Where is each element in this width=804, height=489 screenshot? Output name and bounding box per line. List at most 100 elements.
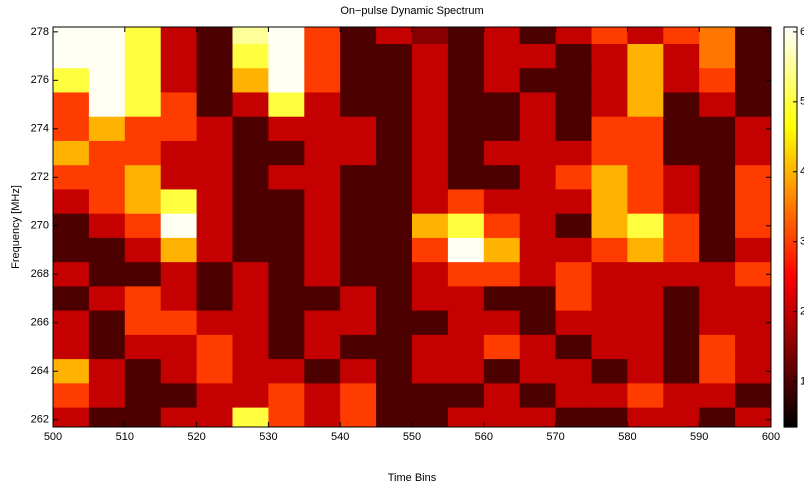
colorbar-swatch (784, 359, 797, 364)
heatmap-cell (268, 310, 305, 336)
heatmap-cell (160, 334, 198, 360)
heatmap-cell (340, 334, 377, 360)
heatmap-cell (555, 116, 592, 142)
heatmap-cell (53, 310, 90, 336)
x-tick-label: 590 (690, 431, 708, 443)
heatmap-cell (340, 116, 377, 142)
heatmap-cell (627, 43, 664, 69)
heatmap-cell (735, 334, 771, 360)
heatmap-cell (124, 27, 162, 45)
heatmap-cell (483, 286, 521, 312)
heatmap-cell (53, 213, 90, 239)
heatmap-cell (340, 213, 377, 239)
heatmap-cell (663, 140, 700, 166)
colorbar-swatch (784, 295, 797, 300)
heatmap-cell (196, 237, 233, 263)
heatmap-cell (53, 43, 90, 69)
heatmap-cell (304, 140, 341, 166)
heatmap-cell (53, 189, 90, 215)
heatmap-cell (124, 310, 162, 336)
heatmap-cell (304, 165, 341, 190)
heatmap-cell (555, 334, 592, 360)
heatmap-cell (196, 359, 233, 384)
colorbar-swatch (784, 279, 797, 284)
heatmap-cell (735, 237, 771, 263)
heatmap-cell (447, 92, 485, 118)
heatmap-cell (232, 140, 269, 166)
heatmap-cell (699, 68, 736, 93)
heatmap-cell (555, 262, 592, 287)
heatmap-cell (483, 27, 521, 45)
heatmap-cell (232, 262, 269, 287)
colorbar-swatch (784, 35, 797, 40)
heatmap-cell (376, 140, 413, 166)
colorbar-swatch (784, 199, 797, 204)
heatmap-cell (304, 334, 341, 360)
colorbar-swatch (784, 311, 797, 316)
y-axis-label: Frequency [MHz] (10, 185, 22, 269)
colorbar-swatch (784, 179, 797, 184)
heatmap-cell (340, 92, 377, 118)
heatmap-cell (483, 407, 521, 427)
heatmap-cell (196, 116, 233, 142)
heatmap-cell (376, 407, 413, 427)
heatmap-cell (663, 383, 700, 409)
heatmap-cell (627, 213, 664, 239)
colorbar-swatch (784, 151, 797, 156)
heatmap-cell (160, 27, 198, 45)
heatmap-cell (376, 189, 413, 215)
heatmap-cell (591, 68, 628, 93)
heatmap-cell (53, 237, 90, 263)
x-axis-label: Time Bins (388, 472, 437, 484)
heatmap-cell (268, 140, 305, 166)
heatmap-cell (663, 68, 700, 93)
heatmap-cell (735, 262, 771, 287)
heatmap-cell (627, 92, 664, 118)
heatmap-cell (376, 262, 413, 287)
heatmap-cell (699, 407, 736, 427)
heatmap-cell (519, 213, 557, 239)
colorbar-swatch (784, 59, 797, 64)
heatmap-cell (124, 165, 162, 190)
heatmap-cell (268, 334, 305, 360)
heatmap-cell (160, 140, 198, 166)
heatmap-cell (376, 68, 413, 93)
heatmap-cell (591, 359, 628, 384)
x-tick-label: 600 (762, 431, 780, 443)
heatmap-cell (340, 140, 377, 166)
heatmap-cell (160, 286, 198, 312)
colorbar-swatch (784, 255, 797, 260)
heatmap-cell (232, 116, 269, 142)
heatmap-cell (376, 27, 413, 45)
heatmap-cell (268, 383, 305, 409)
heatmap-cell (591, 286, 628, 312)
colorbar-swatch (784, 363, 797, 368)
heatmap-cell (304, 359, 341, 384)
colorbar-swatch (784, 339, 797, 344)
heatmap-cell (88, 27, 126, 45)
heatmap-cell (591, 213, 628, 239)
heatmap-cell (196, 165, 233, 190)
colorbar-swatch (784, 291, 797, 296)
x-tick-label: 500 (44, 431, 62, 443)
heatmap-cell (160, 165, 198, 190)
colorbar-swatch (784, 227, 797, 232)
heatmap-cell (412, 407, 449, 427)
colorbar-swatch (784, 271, 797, 276)
heatmap-cell (663, 334, 700, 360)
heatmap-cell (483, 165, 521, 190)
heatmap-cell (53, 116, 90, 142)
heatmap-cell (699, 213, 736, 239)
heatmap-cell (88, 286, 126, 312)
heatmap-cell (483, 43, 521, 69)
heatmap-cell (519, 140, 557, 166)
colorbar-swatch (784, 103, 797, 108)
heatmap-cell (627, 359, 664, 384)
heatmap-cell (124, 43, 162, 69)
heatmap-cell (699, 140, 736, 166)
heatmap-cell (699, 262, 736, 287)
heatmap-cell (519, 116, 557, 142)
heatmap-cell (412, 237, 449, 263)
heatmap-cell (232, 286, 269, 312)
heatmap-cell (735, 43, 771, 69)
